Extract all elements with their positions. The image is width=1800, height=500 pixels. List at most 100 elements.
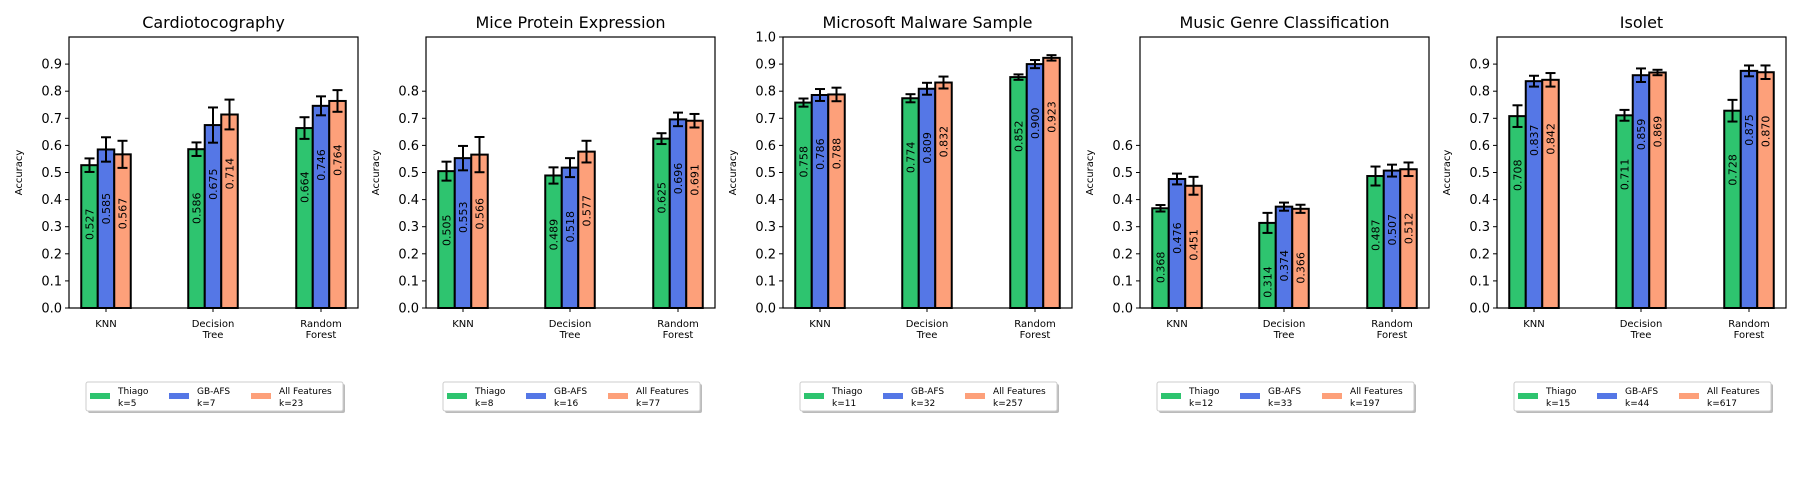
bar [470,153,489,309]
x-tick-label: Decision [1620,319,1663,330]
bar-value-label: 0.728 [1727,154,1740,186]
bar-value-label: 0.476 [1171,222,1184,254]
x-tick-label: KNN [452,319,474,330]
y-tick-label: 1.0 [755,31,776,46]
legend-swatch [251,393,271,399]
x-tick-label: Decision [1263,319,1306,330]
bar-value-label: 0.708 [1512,159,1525,191]
bar-value-label: 0.518 [564,211,577,243]
y-tick-label: 0.6 [398,139,419,154]
bar-value-label: 0.512 [1403,213,1416,245]
bar-value-label: 0.691 [689,164,702,196]
bar [577,150,596,309]
bar [1508,115,1527,309]
y-tick-label: 0.9 [41,58,62,73]
bar-value-label: 0.923 [1046,101,1059,132]
x-tick-label: Tree [1273,330,1295,341]
y-tick-label: 0.5 [755,166,776,181]
legend-swatch [1322,393,1342,399]
bar-value-label: 0.809 [921,132,934,164]
bar-value-label: 0.774 [905,142,918,174]
y-tick-label: 0.7 [398,112,419,127]
bar-value-label: 0.837 [1528,125,1541,156]
legend-box [1513,381,1772,412]
legend-label: GB-AFS [554,387,587,397]
y-tick-label: 0.9 [755,58,776,73]
bar [96,148,116,309]
x-tick-label: Tree [202,330,224,341]
legend-swatch [1240,393,1260,399]
y-tick-label: 0.6 [755,139,776,154]
x-tick-label: Tree [916,330,938,341]
y-tick-label: 0.1 [755,274,776,289]
y-tick-label: 0.0 [1112,302,1133,317]
legend-label: Thiago [474,387,506,397]
bar [328,99,347,310]
x-tick-label: Decision [906,319,949,330]
y-tick-label: 0.2 [41,247,62,262]
bar-value-label: 0.746 [315,149,328,181]
y-tick-label: 0.5 [1112,166,1133,181]
chart-panel: Cardiotocography Accuracy 0.0 0.1 0.2 0.3 0.4 0… [14,13,359,413]
x-tick-label: Decision [192,319,235,330]
bar [917,87,937,309]
y-tick-label: 0.2 [1112,247,1133,262]
legend-label: Thiago [831,387,863,397]
y-tick-label: 0.7 [755,112,776,127]
bar-value-label: 0.842 [1545,123,1558,155]
bar-value-label: 0.664 [299,171,312,203]
bar [1648,71,1667,309]
bar-value-label: 0.870 [1760,116,1773,148]
bar-value-label: 0.696 [672,163,685,195]
y-tick-label: 0.6 [1469,139,1490,154]
chart-title: Mice Protein Expression [476,13,666,32]
legend-k-label: k=12 [1189,399,1213,409]
y-tick-label: 0.8 [755,85,776,100]
legend-swatch [804,393,824,399]
legend-swatch [1597,393,1617,399]
x-tick-label: Random [300,319,341,330]
legend-k-label: k=5 [118,399,136,409]
y-tick-label: 0.8 [1469,85,1490,100]
bar-value-label: 0.675 [207,168,220,200]
bar-value-label: 0.577 [581,195,594,227]
legend-swatch [169,393,189,399]
bar-value-label: 0.714 [224,158,237,190]
plot-area-frame [425,36,716,309]
plot-area-frame [1139,36,1430,309]
legend-k-label: k=15 [1546,399,1570,409]
legend-label: All Features [279,387,332,397]
bar-value-label: 0.489 [548,219,561,251]
chart-title: Isolet [1620,13,1663,32]
bar [311,104,331,309]
bar-value-label: 0.585 [100,193,113,225]
legend-swatch [1518,393,1538,399]
y-tick-label: 0.0 [755,302,776,317]
chart-title: Microsoft Malware Sample [823,13,1033,32]
x-tick-label: Decision [549,319,592,330]
x-tick-label: Tree [1630,330,1652,341]
y-tick-label: 0.3 [1469,220,1490,235]
bar-value-label: 0.451 [1188,229,1201,261]
legend-label: All Features [636,387,689,397]
x-tick-label: Random [1014,319,1055,330]
y-tick-label: 0.2 [398,247,419,262]
legend-box [85,381,344,412]
chart-title: Music Genre Classification [1179,13,1389,32]
legend-label: All Features [1707,387,1760,397]
bar-value-label: 0.368 [1155,252,1168,284]
y-tick-label: 0.4 [1112,193,1133,208]
legend-label: GB-AFS [1625,387,1658,397]
y-tick-label: 0.3 [41,220,62,235]
chart-panel: Mice Protein Expression Accuracy 0.0 0.1 0.2… [371,13,716,413]
bar [1723,109,1742,309]
bar [685,119,704,309]
y-tick-label: 0.1 [1469,274,1490,289]
x-tick-label: KNN [95,319,117,330]
chart-panel: Isolet Accuracy 0.0 0.1 0.2 0.3 0.4 0.5 0.6 0.7 0.… [1442,13,1787,413]
bar [1631,74,1651,309]
x-tick-label: KNN [1166,319,1188,330]
legend-label: Thiago [1188,387,1220,397]
y-tick-label: 0.3 [398,220,419,235]
bar [113,153,132,309]
